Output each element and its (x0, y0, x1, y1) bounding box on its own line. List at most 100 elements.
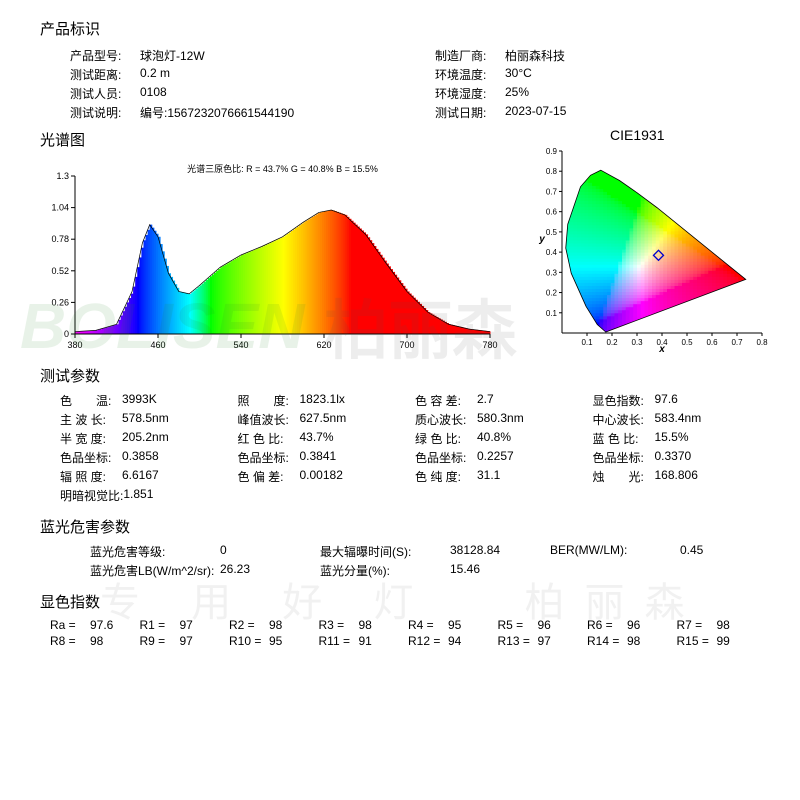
param-value: 38128.84 (450, 543, 500, 560)
param-label: R12 = (408, 634, 448, 648)
param-label: 照 度: (238, 392, 300, 409)
param-item: 中心波长:583.4nm (593, 411, 761, 428)
param-item: 色品坐标:0.3858 (60, 449, 228, 466)
section-blue-light: 蓝光危害参数 (40, 516, 760, 537)
param-value: 0.00182 (300, 468, 343, 485)
param-label: 烛 光: (593, 468, 655, 485)
param-value: 0 (220, 543, 227, 560)
param-label: R5 = (498, 618, 538, 632)
param-item: 蓝光分量(%):15.46 (320, 562, 530, 579)
param-item: 半 宽 度:205.2nm (60, 430, 228, 447)
param-item: 最大辐曝时间(S):38128.84 (320, 543, 530, 560)
param-label: R8 = (50, 634, 90, 648)
svg-text:0.6: 0.6 (546, 208, 558, 217)
kv-value: 25% (505, 85, 529, 102)
product-info-block: 产品型号:球泡灯-12W测试距离:0.2 m测试人员:0108测试说明:编号:1… (70, 45, 760, 123)
param-label: R10 = (229, 634, 269, 648)
param-value: 0.3370 (655, 449, 692, 466)
cie-chart: 0.10.20.30.40.50.60.70.80.10.20.30.40.50… (530, 145, 770, 355)
param-label: 主 波 长: (60, 411, 122, 428)
svg-text:0.2: 0.2 (546, 289, 558, 298)
svg-text:0.7: 0.7 (731, 338, 743, 347)
param-item (415, 487, 583, 504)
param-item (593, 487, 761, 504)
param-item: 绿 色 比:40.8% (415, 430, 583, 447)
param-item: R13 =97 (498, 634, 582, 648)
param-item: 蓝光危害LB(W/m^2/sr):26.23 (90, 562, 300, 579)
param-value: 97.6 (90, 618, 113, 632)
param-value: 91 (359, 634, 372, 648)
param-item: 红 色 比:43.7% (238, 430, 406, 447)
param-value: 0.2257 (477, 449, 514, 466)
param-label: 辐 照 度: (60, 468, 122, 485)
kv-row: 环境温度:30°C (435, 66, 760, 83)
param-label: 半 宽 度: (60, 430, 122, 447)
param-label: 最大辐曝时间(S): (320, 543, 450, 560)
param-value: 31.1 (477, 468, 500, 485)
kv-row: 测试说明:编号:1567232076661544190 (70, 104, 395, 121)
param-label: R9 = (140, 634, 180, 648)
param-value: 26.23 (220, 562, 250, 579)
param-label (550, 562, 680, 579)
kv-value: 0108 (140, 85, 167, 102)
param-label: 色品坐标: (415, 449, 477, 466)
kv-value: 编号:1567232076661544190 (140, 104, 294, 121)
kv-label: 测试日期: (435, 104, 505, 121)
kv-row: 制造厂商:柏丽森科技 (435, 47, 760, 64)
param-value: 43.7% (300, 430, 334, 447)
param-label: 显色指数: (593, 392, 655, 409)
svg-text:0: 0 (64, 329, 69, 339)
param-item: R10 =95 (229, 634, 313, 648)
param-value: 95 (269, 634, 282, 648)
param-value: 205.2nm (122, 430, 169, 447)
svg-text:0.3: 0.3 (546, 268, 558, 277)
param-label: R6 = (587, 618, 627, 632)
param-value: 583.4nm (655, 411, 702, 428)
param-label (593, 487, 655, 504)
param-item: R15 =99 (677, 634, 761, 648)
param-item (238, 487, 406, 504)
param-item: R2 =98 (229, 618, 313, 632)
param-value: 96 (627, 618, 640, 632)
param-value: 98 (269, 618, 282, 632)
section-spectrum: 光谱图 (40, 129, 510, 150)
param-label (238, 487, 300, 504)
svg-text:0.1: 0.1 (581, 338, 593, 347)
param-item: 色 容 差:2.7 (415, 392, 583, 409)
param-item: R4 =95 (408, 618, 492, 632)
param-label: 峰值波长: (238, 411, 300, 428)
param-item: 峰值波长:627.5nm (238, 411, 406, 428)
kv-label: 测试说明: (70, 104, 140, 121)
svg-text:0.78: 0.78 (51, 234, 69, 244)
kv-row: 测试人员:0108 (70, 85, 395, 102)
param-label: R14 = (587, 634, 627, 648)
kv-value: 柏丽森科技 (505, 47, 565, 64)
param-value: 98 (90, 634, 103, 648)
param-item: 明暗视觉比:1.851 (60, 487, 228, 504)
param-item: 蓝光危害等级:0 (90, 543, 300, 560)
kv-value: 30°C (505, 66, 532, 83)
svg-text:0.3: 0.3 (631, 338, 643, 347)
param-item: 烛 光:168.806 (593, 468, 761, 485)
svg-text:0.9: 0.9 (546, 147, 558, 156)
param-value: 3993K (122, 392, 157, 409)
param-item: R8 =98 (50, 634, 134, 648)
svg-text:0.52: 0.52 (51, 266, 69, 276)
param-value: 96 (538, 618, 551, 632)
svg-text:0.5: 0.5 (681, 338, 693, 347)
param-value: 0.45 (680, 543, 703, 560)
param-label: 蓝光分量(%): (320, 562, 450, 579)
svg-text:0.6: 0.6 (706, 338, 718, 347)
param-item: 色品坐标:0.3841 (238, 449, 406, 466)
param-value: 2.7 (477, 392, 494, 409)
test-params-grid: 色 温:3993K照 度:1823.1lx色 容 差:2.7显色指数:97.6主… (60, 392, 760, 504)
kv-label: 环境湿度: (435, 85, 505, 102)
param-value: 40.8% (477, 430, 511, 447)
param-label: 色 偏 差: (238, 468, 300, 485)
param-label: 色 温: (60, 392, 122, 409)
param-item: 主 波 长:578.5nm (60, 411, 228, 428)
section-test-params: 测试参数 (40, 365, 760, 386)
kv-value: 球泡灯-12W (140, 47, 205, 64)
svg-text:1.04: 1.04 (51, 203, 69, 213)
param-label: R1 = (140, 618, 180, 632)
